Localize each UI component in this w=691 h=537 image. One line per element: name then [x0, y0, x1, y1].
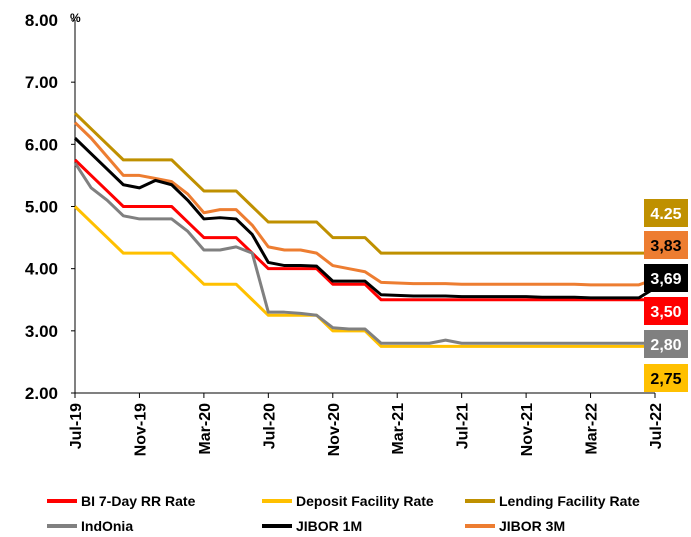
- legend-label: Deposit Facility Rate: [296, 493, 434, 509]
- y-tick-label: 4.00: [25, 260, 58, 279]
- x-tick-label: Nov-20: [326, 403, 343, 456]
- end-label: 3,50: [650, 304, 681, 321]
- series-line: [73, 162, 655, 345]
- x-tick-label: Mar-20: [197, 403, 214, 455]
- series-line: [73, 137, 656, 300]
- x-tick-label: Jul-20: [261, 403, 278, 449]
- x-tick-label: Jul-19: [68, 403, 85, 449]
- series-line: [73, 205, 655, 348]
- legend-label: JIBOR 1M: [296, 518, 362, 534]
- end-label: 2,75: [650, 371, 681, 388]
- y-tick-label: 8.00: [25, 11, 58, 30]
- legend-label: Lending Facility Rate: [499, 493, 640, 509]
- y-tick-label: 3.00: [25, 322, 58, 341]
- y-tick-label: 6.00: [25, 135, 58, 154]
- end-label-box: [644, 199, 688, 227]
- legend-label: BI 7-Day RR Rate: [81, 493, 196, 509]
- end-label-box: [644, 297, 688, 325]
- series-line: [73, 158, 655, 302]
- x-tick-label: Jul-21: [455, 403, 472, 449]
- y-tick-label: 2.00: [25, 384, 58, 403]
- x-tick-label: Mar-21: [390, 403, 407, 455]
- end-label: 3,69: [650, 271, 681, 288]
- end-label: 4.25: [650, 206, 681, 223]
- x-tick-label: Mar-22: [584, 403, 601, 455]
- y-tick-label: 5.00: [25, 198, 58, 217]
- series-line: [73, 121, 656, 287]
- end-label-box: [644, 264, 688, 292]
- end-label-box: [644, 330, 688, 358]
- legend-label: IndOnia: [81, 518, 133, 534]
- y-unit: %: [70, 11, 81, 25]
- x-tick-label: Nov-19: [132, 403, 149, 456]
- y-tick-label: 7.00: [25, 73, 58, 92]
- x-tick-label: Jul-22: [648, 403, 665, 449]
- end-label: 2,80: [650, 337, 681, 354]
- end-label-box: [644, 231, 688, 259]
- end-label: 3,83: [650, 238, 681, 255]
- end-label-box: [644, 364, 688, 392]
- x-tick-label: Nov-21: [519, 403, 536, 456]
- series-line: [73, 112, 655, 255]
- legend-label: JIBOR 3M: [499, 518, 565, 534]
